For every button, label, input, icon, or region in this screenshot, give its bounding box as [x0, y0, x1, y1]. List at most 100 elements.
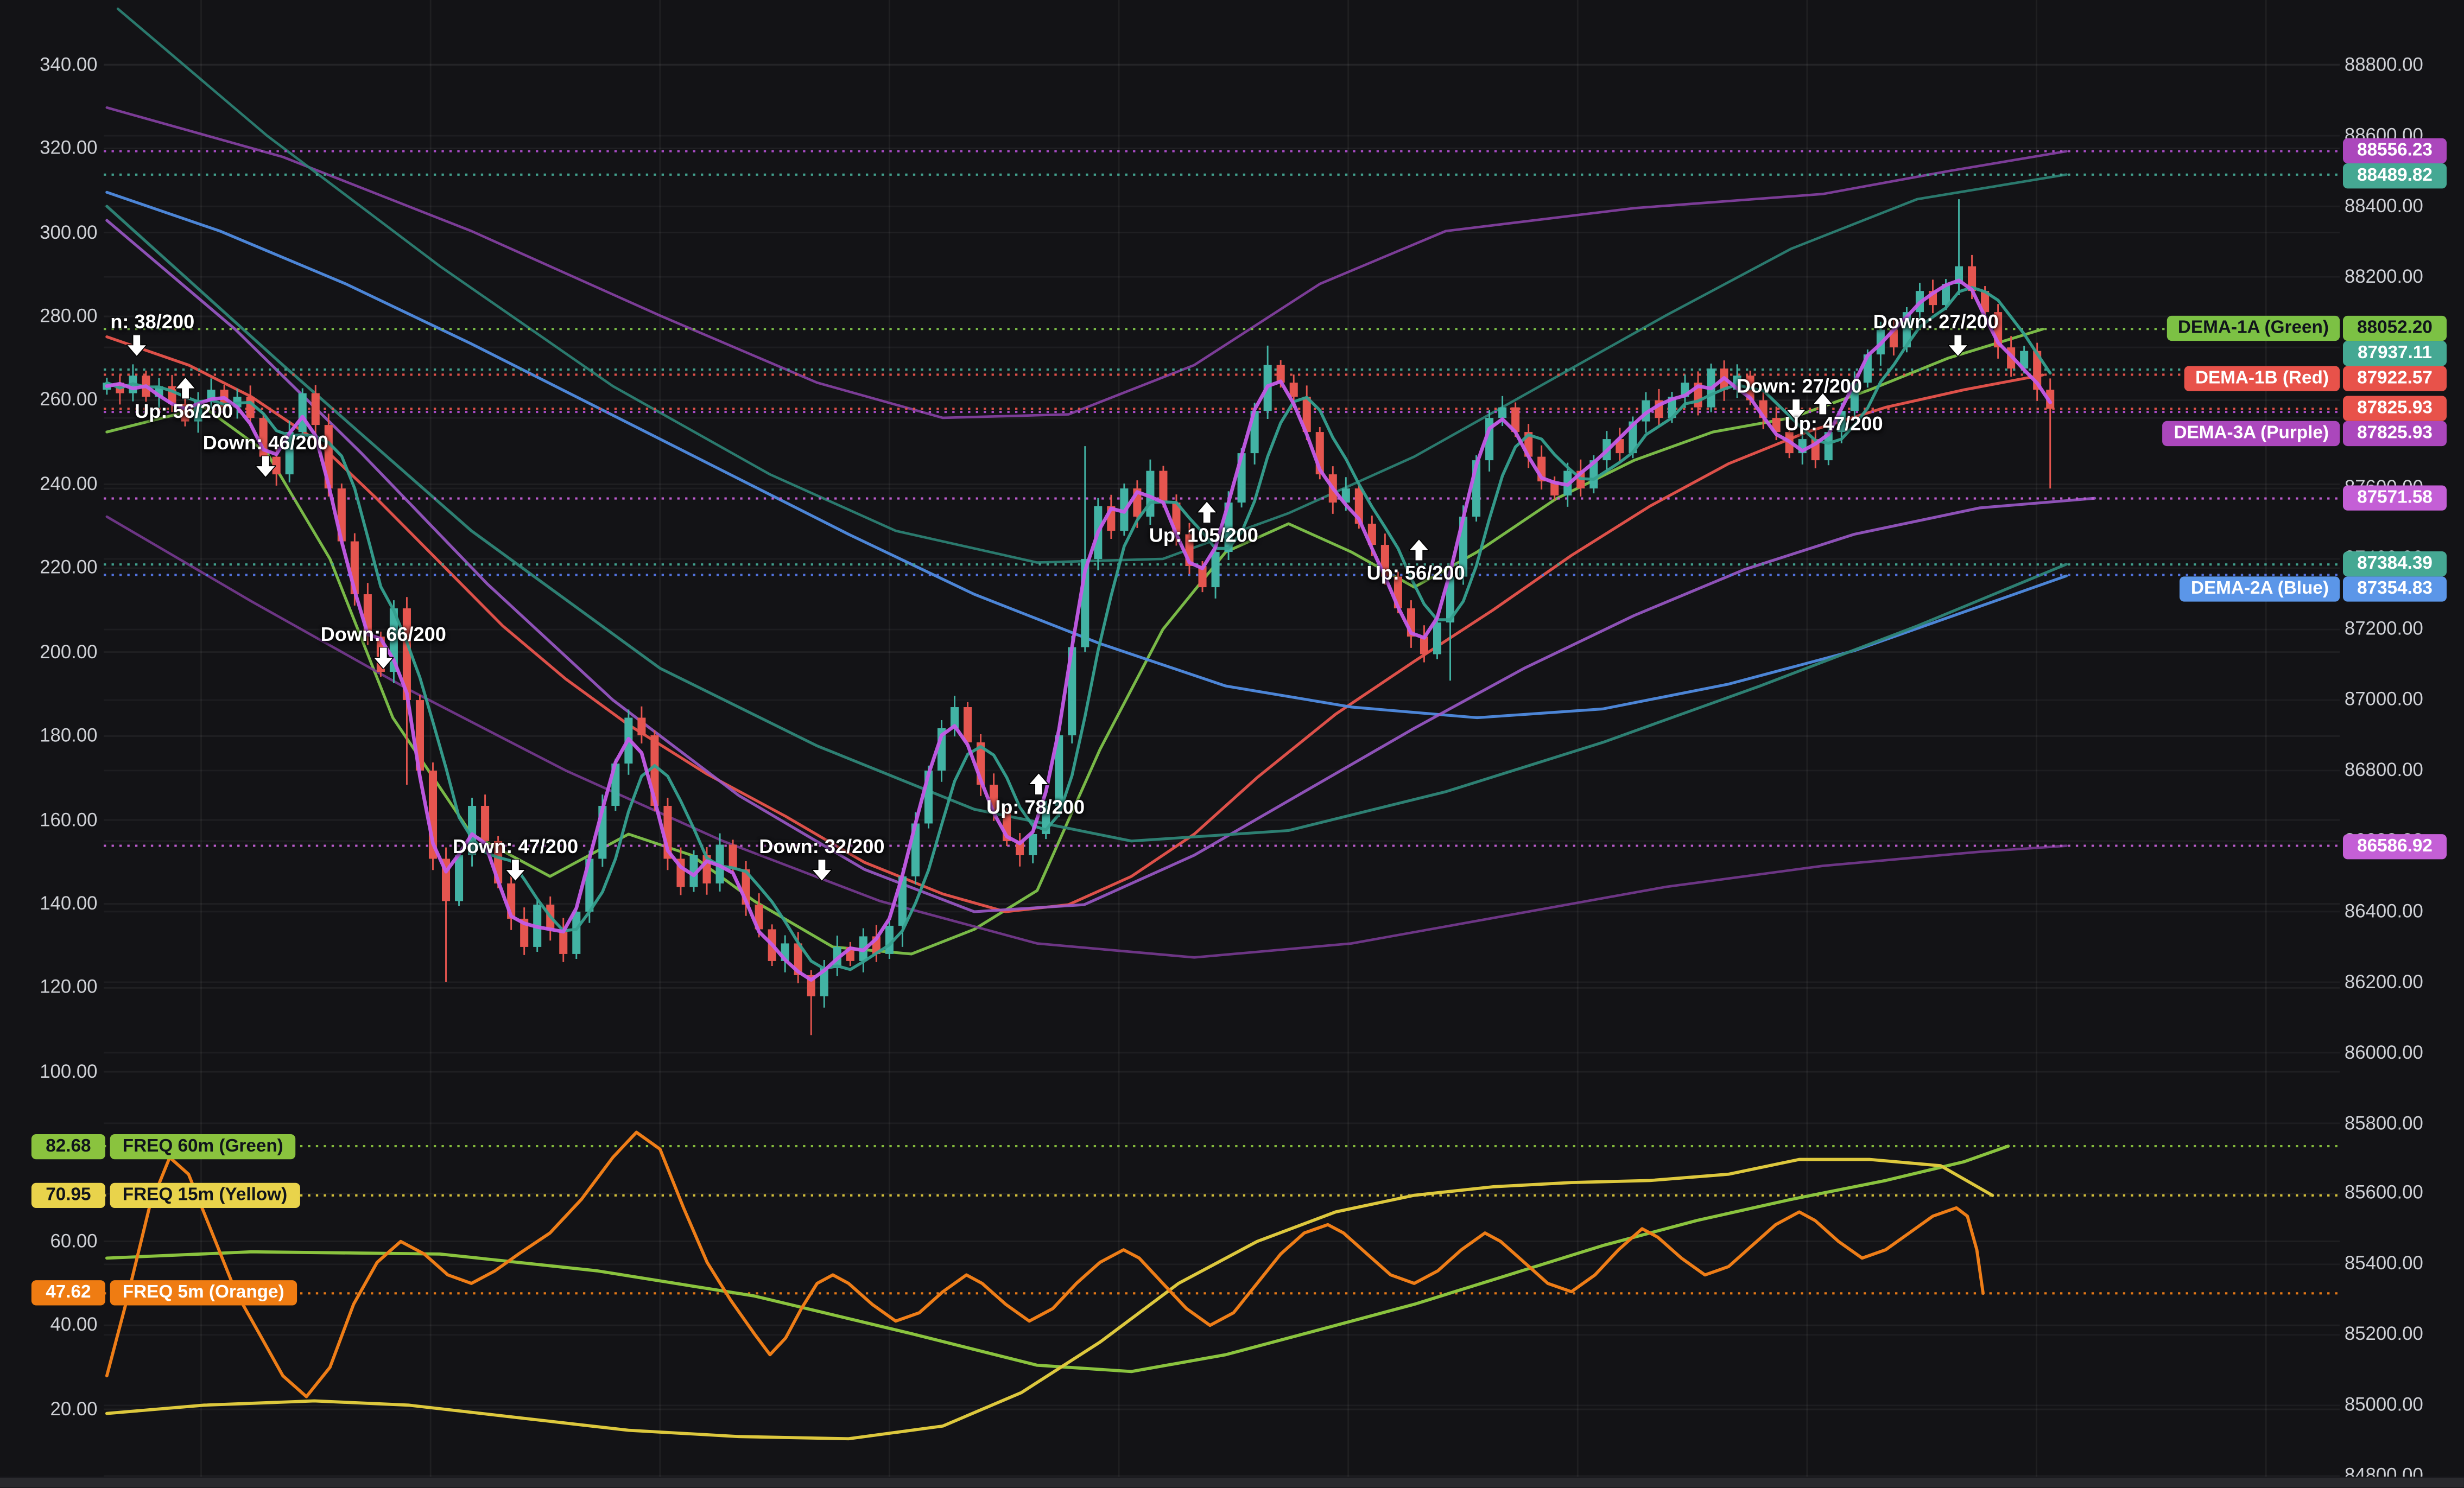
price-annotation: Down: 47/200	[452, 835, 579, 858]
right-axis-tick-label: 85200.00	[2344, 1323, 2423, 1345]
overlay-line-teal-envelope	[116, 7, 2068, 564]
candle-body	[272, 456, 281, 475]
candle-body	[964, 707, 972, 742]
overlay-line-teal-slow	[105, 205, 2068, 843]
overlay-line-purple-mid	[105, 219, 2096, 913]
down-arrow-icon	[810, 859, 833, 882]
candle-body	[1159, 470, 1168, 503]
dema-1a-tag[interactable]: DEMA-1A (Green)	[2167, 316, 2340, 342]
candle-body	[1550, 481, 1559, 496]
candle-body	[794, 943, 802, 975]
candle-body	[559, 929, 568, 954]
price-tag: 88489.82	[2342, 163, 2447, 189]
price-tag: 87571.58	[2342, 486, 2447, 511]
overlay-line-purple-env-upper	[105, 106, 2068, 419]
oscillator-line-FREQ-5m	[105, 1130, 1985, 1398]
candle-body	[1433, 622, 1442, 654]
up-arrow-icon	[1195, 500, 1218, 524]
price-tag: 87937.11	[2342, 341, 2447, 367]
freq-60m-value-chip[interactable]: 82.68	[31, 1133, 105, 1159]
price-annotation: Up: 56/200	[1366, 562, 1465, 584]
time-axis-strip[interactable]	[0, 1477, 2464, 1488]
left-axis-tick-label: 340.00	[40, 53, 98, 75]
left-axis-tick-label: 240.00	[40, 472, 98, 495]
down-arrow-icon	[1784, 398, 1808, 422]
price-tag: 88052.20	[2342, 316, 2447, 342]
left-axis-tick-label: 160.00	[40, 808, 98, 830]
candle-body	[1589, 460, 1598, 489]
down-arrow-icon	[504, 859, 527, 882]
candle-body	[1498, 407, 1507, 418]
freq-60m-label-chip[interactable]: FREQ 60m (Green)	[110, 1133, 296, 1159]
overlay-line-teal-fast	[105, 285, 2052, 971]
candle-body	[637, 717, 646, 736]
candle-body	[298, 393, 307, 433]
right-axis-tick-label: 86000.00	[2344, 1041, 2423, 1063]
left-axis-tick-label: 200.00	[40, 640, 98, 663]
price-tag: 87825.93	[2342, 421, 2447, 447]
oscillator-line-FREQ-60m	[105, 1144, 2010, 1373]
right-axis-tick-label: 87000.00	[2344, 688, 2423, 710]
right-axis-tick-label: 88800.00	[2344, 53, 2423, 76]
freq-5m-value-chip[interactable]: 47.62	[31, 1281, 105, 1306]
left-axis-tick-label: 120.00	[40, 976, 98, 999]
candle-body	[898, 876, 907, 926]
candle-body	[1302, 397, 1311, 433]
left-axis-tick-label: 20.00	[50, 1397, 98, 1420]
candle-body	[1968, 266, 1977, 291]
freq-15m-value-chip[interactable]: 70.95	[31, 1182, 105, 1209]
candle-body	[951, 707, 959, 729]
candle-body	[1029, 834, 1037, 855]
up-arrow-icon	[1408, 538, 1430, 562]
candle-body	[311, 393, 320, 425]
candle-body	[468, 805, 477, 855]
freq-5m-label-chip[interactable]: FREQ 5m (Orange)	[110, 1281, 297, 1306]
price-annotation: n: 38/200	[110, 311, 195, 333]
candle-body	[1146, 470, 1155, 517]
right-axis-tick-label: 87200.00	[2344, 618, 2423, 640]
candle-body	[1824, 432, 1833, 461]
price-annotation: Down: 46/200	[202, 432, 328, 454]
price-annotation: Down: 66/200	[320, 624, 446, 646]
price-tag: 86586.92	[2342, 833, 2447, 859]
price-annotation: Up: 105/200	[1149, 524, 1258, 547]
right-axis-tick-label: 85600.00	[2344, 1182, 2423, 1204]
candle-body	[1511, 407, 1520, 433]
right-axis-tick-label: 86800.00	[2344, 759, 2423, 781]
freq-15m-label-chip[interactable]: FREQ 15m (Yellow)	[110, 1182, 300, 1209]
candle-body	[481, 805, 490, 841]
price-annotation: Down: 27/200	[1873, 311, 1999, 333]
candle-body	[1941, 284, 1950, 306]
dema-2a-tag[interactable]: DEMA-2A (Blue)	[2180, 577, 2340, 602]
oscillator-line-FREQ-15m	[105, 1158, 1994, 1441]
candle-body	[1772, 418, 1781, 433]
candle-body	[402, 608, 411, 701]
dema-1b-tag[interactable]: DEMA-1B (Red)	[2184, 366, 2340, 392]
candle-body	[1289, 383, 1298, 397]
price-annotation: Down: 27/200	[1736, 375, 1863, 398]
candle-body	[1446, 576, 1455, 623]
candle-body	[572, 911, 581, 954]
left-axis-tick-label: 180.00	[40, 724, 98, 747]
candle-body	[1211, 552, 1220, 588]
up-arrow-icon	[1811, 392, 1834, 416]
candle-body	[1016, 841, 1024, 855]
right-axis-tick-label: 86200.00	[2344, 970, 2423, 993]
price-annotation: Up: 78/200	[986, 796, 1085, 819]
down-arrow-icon	[254, 455, 277, 479]
right-axis-tick-label: 86400.00	[2344, 900, 2423, 922]
down-arrow-icon	[1947, 334, 1969, 358]
candle-body	[1420, 637, 1428, 654]
left-axis-tick-label: 100.00	[40, 1060, 98, 1082]
price-tag: 87825.93	[2342, 396, 2447, 422]
left-axis-tick-label: 320.00	[40, 136, 98, 159]
right-axis-tick-label: 85000.00	[2344, 1394, 2423, 1416]
candle-body	[455, 855, 464, 901]
candle-body	[1341, 488, 1350, 503]
down-arrow-icon	[372, 646, 395, 670]
candle-body	[1616, 439, 1624, 454]
candle-body	[246, 397, 255, 418]
dema-3a-tag[interactable]: DEMA-3A (Purple)	[2163, 421, 2340, 447]
